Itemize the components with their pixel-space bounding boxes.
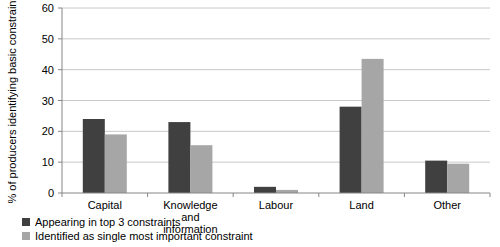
bar xyxy=(168,122,190,193)
tick-label: 30 xyxy=(42,95,54,107)
bar xyxy=(83,119,105,193)
tick-label: 60 xyxy=(42,2,54,14)
x-tick xyxy=(404,193,405,197)
bar xyxy=(362,59,384,193)
legend-label: Identified as single most important cons… xyxy=(35,230,253,242)
grid-line xyxy=(62,131,490,132)
y-axis xyxy=(62,8,63,193)
tick-label: 20 xyxy=(42,125,54,137)
bar xyxy=(105,134,127,193)
grid-line xyxy=(62,69,490,70)
category-label: Capital xyxy=(72,199,138,211)
tick xyxy=(58,69,62,70)
tick-label: 0 xyxy=(48,187,54,199)
tick xyxy=(58,8,62,9)
x-axis xyxy=(62,193,490,194)
grid-line xyxy=(62,100,490,101)
bar xyxy=(340,107,362,193)
x-tick xyxy=(147,193,148,197)
category-label: Knowledge and information xyxy=(157,199,223,235)
bar xyxy=(425,161,447,193)
category-label: Labour xyxy=(243,199,309,211)
chart: 0 10 20 30 40 50 60 % of producers identifying … xyxy=(0,0,500,247)
tick xyxy=(58,38,62,39)
grid-line xyxy=(62,38,490,39)
tick-label: 40 xyxy=(42,64,54,76)
x-tick xyxy=(490,193,491,197)
x-tick xyxy=(318,193,319,197)
bar xyxy=(190,145,212,193)
tick-label: 50 xyxy=(42,33,54,45)
x-tick xyxy=(233,193,234,197)
legend-label: Appearing in top 3 constraints xyxy=(35,216,181,228)
tick xyxy=(58,131,62,132)
tick-label: 10 xyxy=(42,156,54,168)
bar xyxy=(254,187,276,193)
tick xyxy=(58,193,62,194)
category-label: Land xyxy=(329,199,395,211)
bars xyxy=(83,59,469,193)
tick xyxy=(58,162,62,163)
bar xyxy=(447,164,469,193)
x-tick xyxy=(62,193,63,197)
legend-swatch xyxy=(22,232,30,240)
tick xyxy=(58,100,62,101)
y-axis-label: % of producers identifying basic constra… xyxy=(6,0,18,204)
grid-line xyxy=(62,8,490,9)
category-label: Other xyxy=(414,199,480,211)
legend-swatch xyxy=(22,218,30,226)
